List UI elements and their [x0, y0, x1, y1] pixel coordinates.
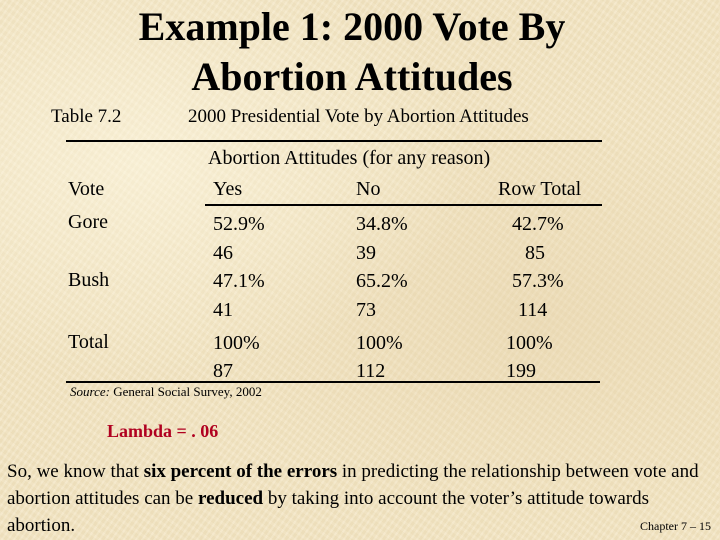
row-label-bush: Bush: [68, 269, 110, 291]
table-source-note: Source: General Social Survey, 2002: [70, 384, 262, 400]
table-cell: 52.9%: [213, 213, 265, 235]
column-header-row-total: Row Total: [498, 178, 582, 200]
table-cell: 112: [356, 360, 386, 382]
table-cell: 100%: [213, 332, 260, 354]
paragraph-text: in predicting the relationship between v…: [7, 461, 699, 509]
table-cell: 46: [213, 242, 233, 264]
source-label: Source:: [70, 384, 110, 399]
table-cell: 73: [356, 299, 376, 321]
paragraph-bold-text: six percent of the errors: [143, 461, 338, 482]
table-cell: 65.2%: [356, 270, 408, 292]
title-line-2: Abortion Attitudes: [191, 54, 513, 99]
paragraph-text: So, we know that: [7, 461, 144, 482]
row-header-vote: Vote: [68, 178, 105, 200]
table-cell: 47.1%: [213, 270, 265, 292]
table-bottom-rule: [66, 381, 600, 383]
column-header-yes: Yes: [213, 178, 243, 200]
table-cell: 87: [213, 360, 233, 382]
table-cell: 41: [213, 299, 233, 321]
table-cell: 100%: [356, 332, 403, 354]
group-header: Abortion Attitudes (for any reason): [208, 147, 491, 169]
table-caption: 2000 Presidential Vote by Abortion Attit…: [188, 106, 529, 127]
paragraph-bold-text: reduced: [198, 488, 264, 509]
explanation-paragraph: So, we know that six percent of the erro…: [7, 458, 713, 539]
row-label-total: Total: [68, 331, 109, 353]
table-number: Table 7.2: [51, 106, 122, 127]
table-cell: 34.8%: [356, 213, 408, 235]
column-header-no: No: [356, 178, 381, 200]
table-cell: 57.3%: [512, 270, 564, 292]
table-cell: 114: [518, 299, 548, 321]
slide-title: Example 1: 2000 Vote By Abortion Attitud…: [0, 2, 704, 102]
slide-footer: Chapter 7 – 15: [640, 519, 711, 533]
table-cell: 100%: [506, 332, 553, 354]
table-top-rule: [66, 140, 602, 142]
title-line-1: Example 1: 2000 Vote By: [138, 4, 566, 49]
table-cell: 199: [506, 360, 536, 382]
paragraph-text: by taking into account the voter’s attit…: [7, 488, 649, 536]
table-cell: 85: [525, 242, 545, 264]
table-header-rule: [205, 204, 602, 206]
lambda-value: Lambda = . 06: [107, 421, 219, 441]
row-label-gore: Gore: [68, 211, 108, 233]
table-cell: 42.7%: [512, 213, 564, 235]
table-cell: 39: [356, 242, 376, 264]
source-text: General Social Survey, 2002: [113, 384, 262, 399]
